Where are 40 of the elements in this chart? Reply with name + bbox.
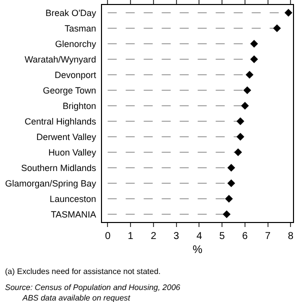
x-tick-label: 3	[174, 231, 180, 242]
y-tick-label: Launceston	[50, 194, 96, 204]
y-tick-label: Brighton	[62, 100, 96, 111]
point	[241, 102, 249, 110]
x-axis-title: %	[192, 244, 203, 256]
y-tick-label: Southern Midlands	[21, 162, 97, 173]
point	[250, 40, 258, 48]
x-tick-label: 7	[265, 231, 272, 242]
point	[273, 24, 281, 32]
y-tick-label: Glamorgan/Spring Bay	[5, 178, 97, 188]
x-tick-label: 5	[219, 231, 226, 242]
y-tick-label: Devonport	[54, 70, 97, 80]
point	[222, 210, 231, 218]
y-tick-label: Huon Valley	[48, 147, 97, 158]
source-note: Source: Census of Population and Housing, 2006 ABS data available on request	[5, 283, 181, 302]
point	[227, 179, 236, 188]
text: (a) Excludes need for assistance not stated.	[5, 267, 161, 276]
point	[246, 70, 254, 79]
point	[234, 148, 242, 156]
y-tick-label: Central Highlands	[24, 116, 97, 126]
point	[225, 194, 233, 203]
point	[236, 117, 244, 126]
y-tick-label: Glenorchy	[55, 38, 97, 49]
x-tick-label: 0	[104, 231, 111, 242]
y-tick-label: TASMANIA	[50, 209, 96, 220]
x-tick-label: 8	[288, 231, 294, 242]
x-tick-label: 2	[150, 231, 157, 242]
x-tick-label: 6	[242, 231, 248, 242]
point	[236, 132, 244, 141]
y-tick-label: George Town	[42, 85, 96, 96]
x-tick-label: 4	[196, 231, 202, 242]
point	[284, 8, 292, 17]
y-tick-label: Waratah/Wynyard	[24, 54, 96, 64]
y-tick-label: Derwent Valley	[36, 132, 97, 142]
y-tick-label: Tasman	[64, 23, 96, 34]
y-tick-label: Break O'Day	[45, 8, 97, 18]
point	[243, 86, 252, 94]
point	[250, 55, 258, 64]
x-tick-label: 1	[128, 231, 134, 242]
point	[227, 164, 236, 172]
